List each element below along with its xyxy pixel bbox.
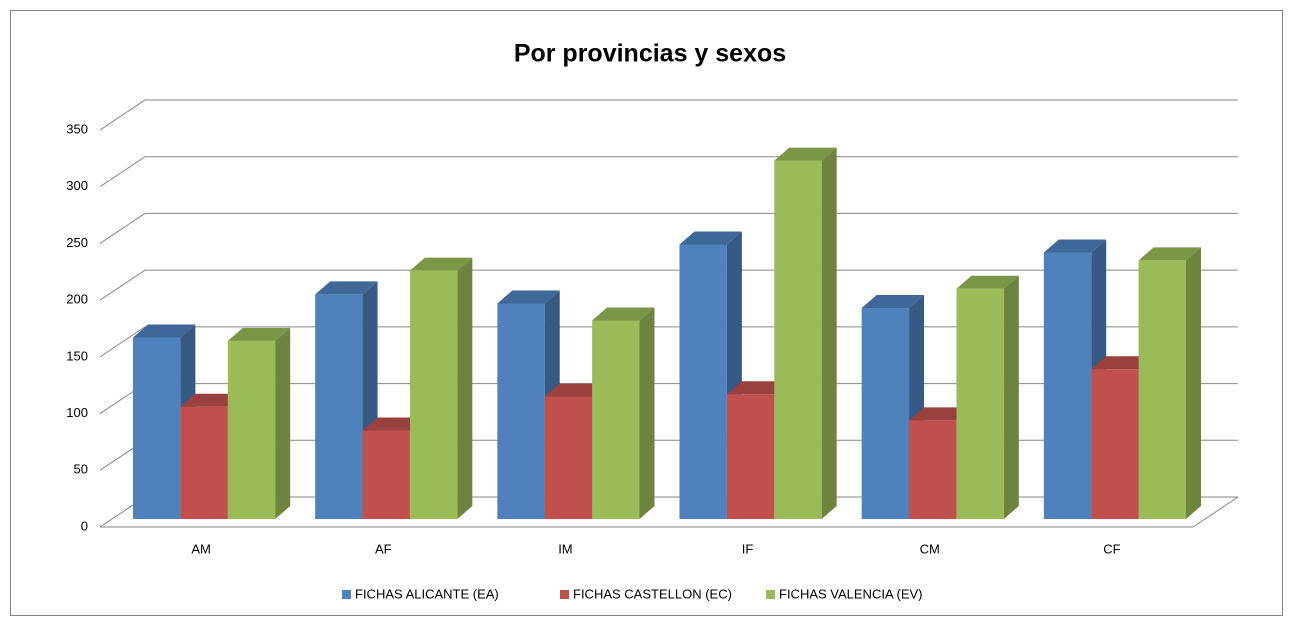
grid-line <box>99 156 1238 188</box>
y-tick-label: 300 <box>66 178 88 193</box>
grid-line <box>99 212 1238 244</box>
x-tick-label: IF <box>742 541 754 556</box>
bar-top <box>679 231 742 245</box>
chart-title: Por provincias y sexos <box>514 40 786 68</box>
grid-line <box>99 269 1238 301</box>
floor-edge <box>100 496 1239 528</box>
y-tick-label: 100 <box>66 405 88 420</box>
y-tick-label: 350 <box>66 121 88 136</box>
y-tick-label: 50 <box>74 462 88 477</box>
bar-top <box>409 257 473 271</box>
legend-label: FICHAS CASTELLON (EC) <box>573 586 732 601</box>
bar-side <box>1186 247 1201 519</box>
bar-side <box>275 327 291 519</box>
bar <box>362 430 410 519</box>
bar-side <box>821 147 837 519</box>
bar-top <box>180 393 243 407</box>
bar <box>726 394 775 519</box>
legend-swatch <box>766 590 775 599</box>
x-tick-label: CM <box>920 541 940 556</box>
bar <box>592 320 640 519</box>
bar-top <box>315 281 378 295</box>
x-tick-label: AM <box>191 541 211 556</box>
grid-line <box>99 99 1238 131</box>
bar-top <box>956 275 1019 289</box>
legend-label: FICHAS VALENCIA (EV) <box>779 586 923 601</box>
bar-side <box>457 257 473 519</box>
bar <box>227 340 276 519</box>
bar-top <box>227 327 291 341</box>
bar <box>315 294 363 519</box>
bar-side <box>639 307 655 519</box>
bar <box>861 308 910 519</box>
bar-top <box>544 383 608 397</box>
y-tick-label: 250 <box>66 235 88 250</box>
x-tick-label: IM <box>558 541 572 556</box>
legend-swatch <box>342 590 351 599</box>
bar <box>1043 252 1092 519</box>
bar-top <box>592 307 655 321</box>
bar-top <box>1138 247 1201 261</box>
bar <box>1138 260 1186 519</box>
x-tick-label: AF <box>375 541 392 556</box>
bar <box>956 288 1004 519</box>
bar <box>679 244 727 519</box>
bar-top <box>909 407 972 421</box>
bar-top <box>133 324 196 338</box>
bar-top <box>861 295 925 309</box>
legend-swatch <box>560 590 569 599</box>
bar-top <box>1091 356 1154 370</box>
bar <box>544 396 593 519</box>
bar <box>133 337 181 519</box>
legend-label: FICHAS ALICANTE (EA) <box>355 586 499 601</box>
bar-top <box>726 381 790 395</box>
bar <box>180 406 228 519</box>
bar-top <box>774 147 837 161</box>
bar <box>409 270 458 519</box>
y-tick-label: 150 <box>66 348 88 363</box>
bar-top <box>362 417 425 431</box>
bar-top <box>1043 239 1107 253</box>
bar <box>1091 369 1139 519</box>
bar <box>497 303 545 519</box>
y-tick-label: 200 <box>66 292 88 307</box>
x-tick-label: CF <box>1103 541 1120 556</box>
bar-top <box>497 290 560 304</box>
bar <box>774 160 822 519</box>
y-tick-label: 0 <box>81 518 88 533</box>
bar-side <box>1003 275 1019 519</box>
bar <box>909 420 957 519</box>
